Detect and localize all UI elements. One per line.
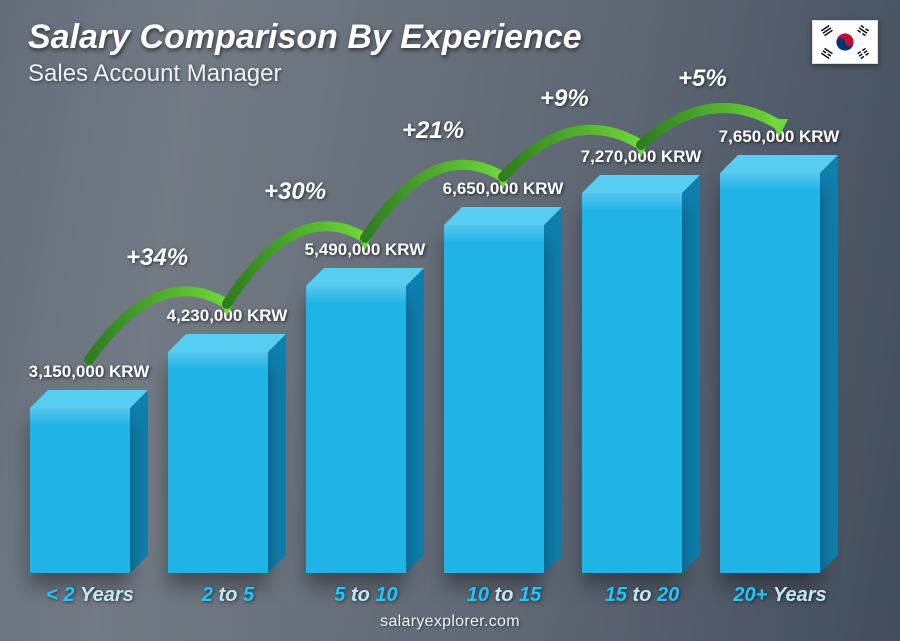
infographic-stage: Salary Comparison By Experience Sales Ac… [0,0,900,641]
bar-front [582,193,682,573]
chart-title: Salary Comparison By Experience [28,18,582,57]
pct-change-label: +5% [678,65,727,93]
bar-side [268,334,286,573]
bar-top [582,175,700,193]
bar-front [720,173,820,573]
bar-top [720,155,838,173]
bar: 5,490,000 KRW5 to 10 [306,286,424,573]
bar-top [168,334,286,352]
x-axis-label: 2 to 5 [158,584,298,607]
bar-top [444,207,562,225]
bar-value-label: 4,230,000 KRW [152,306,302,326]
bar-side [130,390,148,573]
bar: 6,650,000 KRW10 to 15 [444,225,562,573]
bar: 3,150,000 KRW< 2 Years [30,408,148,573]
bar-value-label: 7,270,000 KRW [566,147,716,167]
country-flag [812,20,878,64]
bar-chart: 3,150,000 KRW< 2 Years4,230,000 KRW2 to … [30,93,860,573]
x-axis-label: 10 to 15 [434,584,574,607]
bar: 7,270,000 KRW15 to 20 [582,193,700,573]
bar-top [30,390,148,408]
pct-change-label: +9% [540,85,589,113]
bar-value-label: 6,650,000 KRW [428,179,578,199]
bar-value-label: 7,650,000 KRW [704,127,854,147]
bar-top [306,268,424,286]
bar-side [820,155,838,573]
x-axis-label: 5 to 10 [296,584,436,607]
bar-side [544,207,562,573]
x-axis-label: < 2 Years [20,584,160,607]
bar-side [682,175,700,573]
x-axis-label: 15 to 20 [572,584,712,607]
bar-side [406,268,424,573]
bar-value-label: 3,150,000 KRW [14,362,164,382]
pct-change-label: +34% [126,244,188,272]
bar-front [168,352,268,573]
chart-subtitle: Sales Account Manager [28,60,282,88]
bar-front [306,286,406,573]
x-axis-label: 20+ Years [710,584,850,607]
bar: 4,230,000 KRW2 to 5 [168,352,286,573]
bar-front [444,225,544,573]
pct-change-label: +30% [264,178,326,206]
footer-source: salaryexplorer.com [0,613,900,631]
bar-value-label: 5,490,000 KRW [290,240,440,260]
bar-front [30,408,130,573]
pct-change-label: +21% [402,117,464,145]
bar: 7,650,000 KRW20+ Years [720,173,838,573]
